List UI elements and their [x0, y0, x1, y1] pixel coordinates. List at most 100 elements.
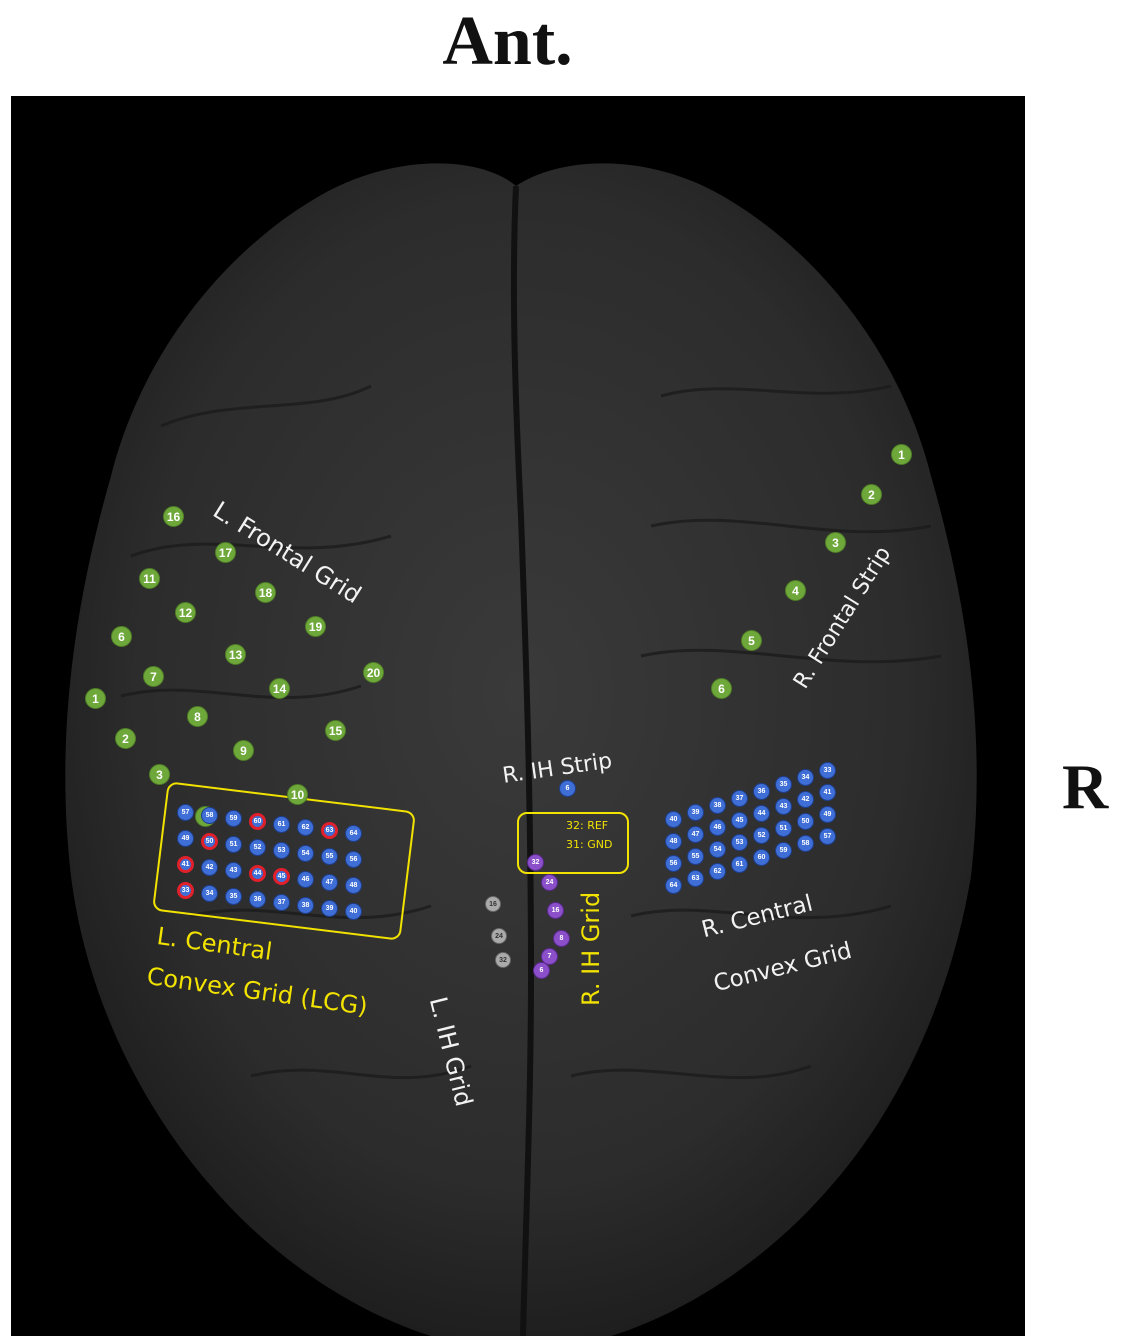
r-ih-grid-electrode: 8 — [553, 930, 570, 947]
r-central-electrode: 41 — [819, 784, 836, 801]
l-frontal-electrode: 18 — [255, 582, 276, 603]
l-frontal-electrode: 9 — [233, 740, 254, 761]
l-central-electrode: 42 — [201, 859, 218, 876]
l-central-electrode: 37 — [273, 894, 290, 911]
r-frontal-electrode: 5 — [741, 630, 762, 651]
r-central-electrode: 49 — [819, 806, 836, 823]
r-frontal-electrode: 6 — [711, 678, 732, 699]
l-central-electrode: 57 — [177, 804, 194, 821]
r-frontal-electrode: 4 — [785, 580, 806, 601]
l-central-electrode: 46 — [297, 871, 314, 888]
r-central-electrode: 46 — [709, 819, 726, 836]
l-central-electrode: 62 — [297, 819, 314, 836]
r-central-electrode: 38 — [709, 797, 726, 814]
l-frontal-electrode: 11 — [139, 568, 160, 589]
r-central-electrode: 37 — [731, 790, 748, 807]
l-central-electrode: 60 — [249, 813, 266, 830]
l-central-electrode: 45 — [273, 868, 290, 885]
l-central-electrode: 35 — [225, 888, 242, 905]
r-central-electrode: 52 — [753, 827, 770, 844]
r-central-electrode: 60 — [753, 849, 770, 866]
gnd-label: 31: GND — [566, 838, 613, 851]
r-central-electrode: 62 — [709, 863, 726, 880]
r-central-electrode: 48 — [665, 833, 682, 850]
l-central-electrode: 38 — [297, 897, 314, 914]
l-frontal-electrode: 10 — [287, 784, 308, 805]
r-central-electrode: 50 — [797, 813, 814, 830]
l-frontal-electrode: 7 — [143, 666, 164, 687]
l-central-electrode: 49 — [177, 830, 194, 847]
brain-image-panel: L. Frontal Grid R. Frontal Strip R. IH S… — [11, 96, 1025, 1336]
l-central-electrode: 36 — [249, 891, 266, 908]
r-ih-grid-electrode: 6 — [533, 962, 550, 979]
r-central-electrode: 57 — [819, 828, 836, 845]
l-central-electrode: 40 — [345, 903, 362, 920]
r-central-electrode: 58 — [797, 835, 814, 852]
r-central-electrode: 45 — [731, 812, 748, 829]
r-ih-strip-electrode: 6 — [559, 780, 576, 797]
l-frontal-electrode: 3 — [149, 764, 170, 785]
r-central-electrode: 63 — [687, 870, 704, 887]
r-central-electrode: 36 — [753, 783, 770, 800]
l-frontal-electrode: 2 — [115, 728, 136, 749]
l-central-electrode: 53 — [273, 842, 290, 859]
r-frontal-electrode: 2 — [861, 484, 882, 505]
l-central-electrode: 64 — [345, 825, 362, 842]
l-central-electrode: 34 — [201, 885, 218, 902]
l-central-electrode: 51 — [225, 836, 242, 853]
r-central-electrode: 34 — [797, 769, 814, 786]
l-central-electrode: 47 — [321, 874, 338, 891]
l-central-electrode: 33 — [177, 882, 194, 899]
r-central-electrode: 33 — [819, 762, 836, 779]
r-central-electrode: 43 — [775, 798, 792, 815]
l-central-electrode: 58 — [201, 807, 218, 824]
r-central-electrode: 56 — [665, 855, 682, 872]
l-central-electrode: 63 — [321, 822, 338, 839]
r-central-electrode: 64 — [665, 877, 682, 894]
r-central-electrode: 35 — [775, 776, 792, 793]
r-central-electrode: 39 — [687, 804, 704, 821]
l-ih-grid-electrode: 16 — [485, 896, 501, 912]
r-frontal-electrode: 1 — [891, 444, 912, 465]
r-central-electrode: 61 — [731, 856, 748, 873]
r-central-electrode: 53 — [731, 834, 748, 851]
l-frontal-electrode: 20 — [363, 662, 384, 683]
anterior-heading: Ant. — [442, 3, 573, 80]
ref-gnd-box — [517, 812, 629, 874]
l-central-electrode: 54 — [297, 845, 314, 862]
r-central-electrode: 47 — [687, 826, 704, 843]
l-central-electrode: 61 — [273, 816, 290, 833]
r-central-electrode: 42 — [797, 791, 814, 808]
sulci-lines — [120, 384, 942, 1080]
right-side-heading: R — [1062, 751, 1109, 822]
l-central-electrode: 50 — [201, 833, 218, 850]
r-ih-grid-electrode: 32 — [527, 854, 544, 871]
r-ih-grid-electrode: 24 — [541, 874, 558, 891]
l-central-electrode: 59 — [225, 810, 242, 827]
r-central-electrode: 55 — [687, 848, 704, 865]
l-frontal-electrode: 15 — [325, 720, 346, 741]
r-frontal-electrode: 3 — [825, 532, 846, 553]
r-ih-grid-electrode: 16 — [547, 902, 564, 919]
l-frontal-electrode: 13 — [225, 644, 246, 665]
r-central-electrode: 51 — [775, 820, 792, 837]
r-ih-grid-electrode: 7 — [541, 948, 558, 965]
l-central-electrode: 39 — [321, 900, 338, 917]
l-frontal-electrode: 8 — [187, 706, 208, 727]
l-ih-grid-electrode: 24 — [491, 928, 507, 944]
r-central-electrode: 54 — [709, 841, 726, 858]
brain-render — [65, 163, 977, 1336]
l-central-electrode: 48 — [345, 877, 362, 894]
l-frontal-electrode: 16 — [163, 506, 184, 527]
r-central-electrode: 40 — [665, 811, 682, 828]
l-ih-grid-electrode: 32 — [495, 952, 511, 968]
l-frontal-electrode: 17 — [215, 542, 236, 563]
brain-outline — [65, 163, 977, 1336]
l-frontal-electrode: 1 — [85, 688, 106, 709]
l-frontal-electrode: 14 — [269, 678, 290, 699]
r-central-electrode: 44 — [753, 805, 770, 822]
l-frontal-electrode: 6 — [111, 626, 132, 647]
l-frontal-electrode: 12 — [175, 602, 196, 623]
l-central-electrode: 44 — [249, 865, 266, 882]
ref-label: 32: REF — [566, 819, 609, 832]
